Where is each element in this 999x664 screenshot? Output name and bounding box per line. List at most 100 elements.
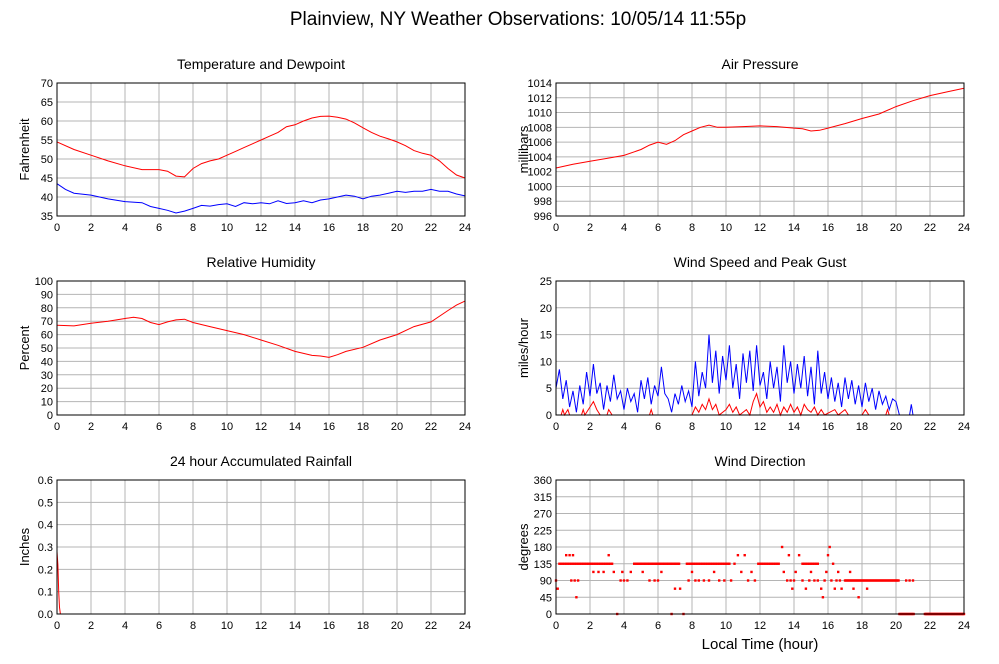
winddir-point [643,562,647,565]
temp-x-tick-label: 10 [221,222,233,234]
winddir-point [604,562,607,565]
pressure-x-tick-label: 18 [856,222,868,234]
winddir-point [804,587,808,590]
winddir-point [607,553,610,557]
pressure-y-tick-label: 1014 [528,78,552,90]
winddir-point [575,562,578,565]
winddir-point [664,562,667,565]
winddir-point [570,579,573,582]
winddir-point [809,562,813,565]
humidity-y-tick-label: 0 [47,410,53,422]
wind-y-tick-label: 20 [540,303,552,315]
winddir-point [649,562,652,565]
rain-x-tick-label: 0 [54,620,60,632]
humidity-y-tick-label: 10 [41,397,53,409]
winddir-y-tick-label: 0 [546,609,552,621]
winddir-point [571,562,575,565]
winddir-point [592,570,595,574]
page-title: Plainview, NY Weather Observations: 10/0… [290,9,746,30]
pressure-x-tick-label: 10 [720,222,732,234]
winddir-point [629,570,632,574]
humidity-y-tick-label: 30 [41,370,53,382]
humidity-y-tick-label: 50 [41,343,53,355]
humidity-y-tick-label: 100 [35,276,53,288]
winddir-point [772,562,775,565]
winddir-point [653,562,656,565]
humidity-y-tick-label: 40 [41,356,53,368]
winddir-point [852,587,855,590]
winddir-point [808,579,811,582]
rain-x-tick-label: 10 [221,620,233,632]
rain-x-tick-label: 14 [289,620,301,632]
winddir-point [820,587,823,590]
winddir-point [687,579,690,582]
rain-x-tick-label: 2 [88,620,94,632]
pressure-y-tick-label: 1002 [528,167,552,179]
winddir-point [746,579,750,582]
temp-y-tick-label: 35 [41,211,53,223]
winddir-point [811,562,814,565]
winddir-point [635,562,639,565]
rain-y-tick-label: 0.4 [38,520,53,532]
winddir-point [571,553,575,557]
pressure-y-tick-label: 1004 [528,152,552,164]
winddir-point [814,562,818,565]
winddir-point [728,562,731,565]
winddir-point [558,562,561,565]
winddir-point [575,596,578,599]
rain-y-tick-label: 0.0 [38,609,53,621]
pressure-y-tick-label: 1010 [528,108,552,120]
humidity-x-tick-label: 0 [54,421,60,433]
winddir-point [718,579,721,582]
temp-x-tick-label: 12 [255,222,267,234]
humidity-series-line [56,300,466,358]
winddir-point [821,596,825,599]
temp-chart: 0 2 4 6 8 10 12 14 16 18 20 22 243540455055606570Tem… [17,56,471,234]
winddir-point [801,579,804,582]
winddir-point [838,579,842,582]
pressure-y-tick-label: 1012 [528,93,552,105]
winddir-point [576,579,580,582]
rain-chart: 0 2 4 6 8 10 12 14 16 18 20 22 240.00.10.20.30.40.50… [17,453,471,632]
winddir-y-axis-label: degrees [516,523,531,570]
winddir-point [556,587,559,590]
humidity-x-tick-label: 12 [255,421,267,433]
winddir-x-tick-label: 24 [958,620,970,632]
pressure-x-tick-label: 6 [655,222,661,234]
temp-x-tick-label: 8 [190,222,196,234]
humidity-y-tick-label: 20 [41,383,53,395]
winddir-point [733,562,736,565]
winddir-point [622,579,626,582]
winddir-point [794,570,797,574]
pressure-y-tick-label: 1008 [528,122,552,134]
pressure-x-tick-label: 8 [689,222,695,234]
winddir-point [702,562,706,565]
winddir-point [908,579,911,582]
temp-series-line [56,115,466,179]
winddir-point [658,562,662,565]
wind-x-tick-label: 16 [822,421,834,433]
temp-y-tick-label: 50 [41,154,53,166]
winddir-point [865,587,869,590]
winddir-point [840,587,843,590]
humidity-x-tick-label: 14 [289,421,301,433]
humidity-y-tick-label: 60 [41,330,53,342]
winddir-point [712,562,716,565]
shared-x-axis-label: Local Time (hour) [702,636,819,653]
winddir-point [809,570,813,574]
rain-x-tick-label: 16 [323,620,335,632]
winddir-point [905,579,908,582]
pressure-y-axis-label: millibars [516,125,531,173]
winddir-point [831,562,835,565]
pressure-x-tick-label: 24 [958,222,970,234]
winddir-point [641,562,644,565]
winddir-point [833,587,836,590]
winddir-y-tick-label: 45 [540,592,552,604]
winddir-point [897,579,900,582]
winddir-point [806,562,809,565]
winddir-point [582,562,585,565]
pressure-x-tick-label: 4 [621,222,627,234]
winddir-point [673,587,677,590]
winddir-point [911,579,915,582]
winddir-point [619,579,622,582]
